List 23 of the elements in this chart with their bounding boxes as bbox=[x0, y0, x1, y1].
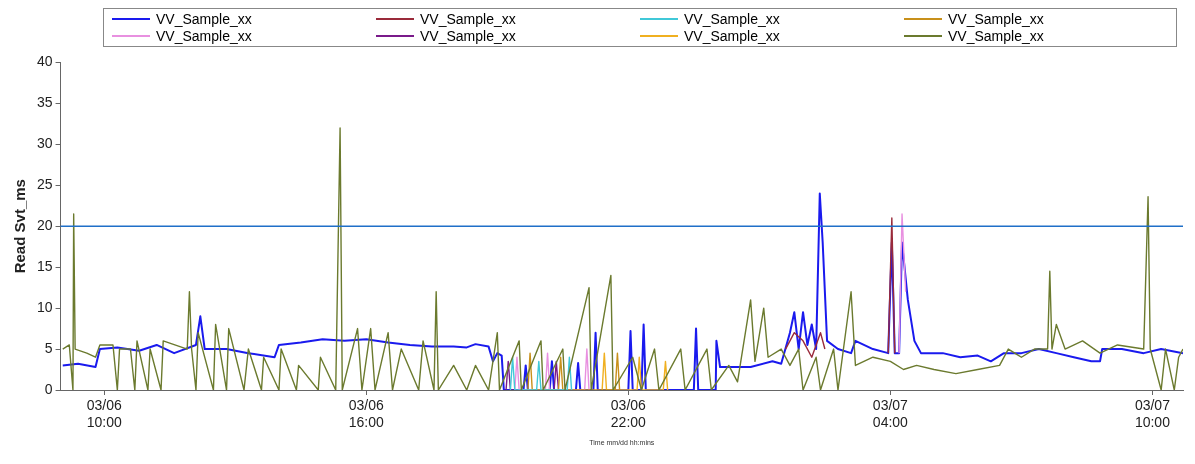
legend-label: VV_Sample_xx bbox=[156, 28, 252, 44]
y-axis-title: Read Svt_ms bbox=[11, 179, 29, 274]
legend-label: VV_Sample_xx bbox=[684, 11, 780, 27]
x-tick-label: 03/06 16:00 bbox=[348, 397, 385, 431]
x-tick-label: 03/06 22:00 bbox=[610, 397, 647, 431]
y-tick-label: 30 bbox=[36, 135, 53, 152]
legend-label: VV_Sample_xx bbox=[156, 11, 252, 27]
y-tick-label: 40 bbox=[36, 53, 53, 70]
y-tick-label: 25 bbox=[36, 176, 53, 193]
x-tick-label: 03/07 04:00 bbox=[872, 397, 909, 431]
legend-label: VV_Sample_xx bbox=[420, 28, 516, 44]
legend-label: VV_Sample_xx bbox=[420, 11, 516, 27]
y-tick-label: 10 bbox=[36, 298, 53, 315]
x-tick-label: 03/07 10:00 bbox=[1134, 397, 1171, 431]
y-tick-label: 35 bbox=[36, 94, 53, 111]
legend-label: VV_Sample_xx bbox=[948, 28, 1044, 44]
y-tick-label: 20 bbox=[36, 217, 53, 234]
legend-label: VV_Sample_xx bbox=[684, 28, 780, 44]
y-tick-label: 5 bbox=[44, 339, 53, 356]
x-tick-label: 03/06 10:00 bbox=[86, 397, 122, 431]
legend-label: VV_Sample_xx bbox=[948, 11, 1044, 27]
y-tick-label: 15 bbox=[36, 258, 53, 275]
y-tick-label: 0 bbox=[44, 380, 53, 397]
